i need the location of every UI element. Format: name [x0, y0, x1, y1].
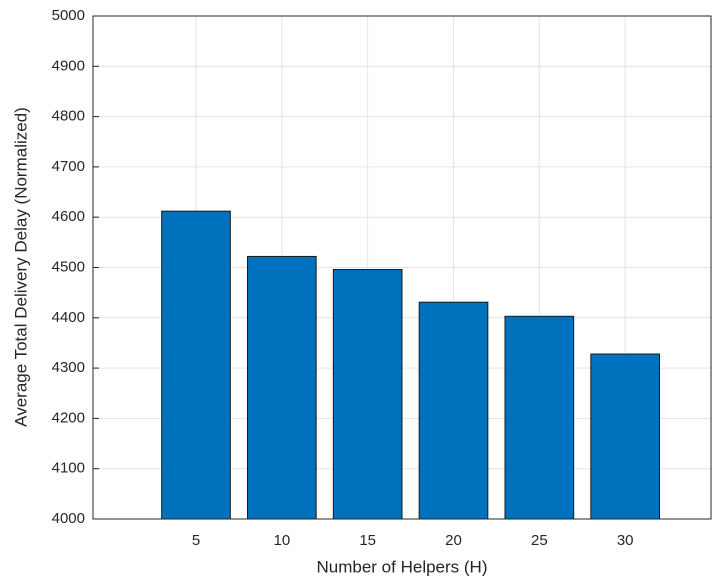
bar — [418, 301, 489, 520]
bar — [332, 269, 403, 520]
y-tick-label: 4100 — [52, 460, 85, 477]
x-tick-label: 15 — [359, 532, 376, 549]
x-tick-label: 25 — [531, 532, 548, 549]
y-tick-label: 4700 — [52, 158, 85, 175]
y-tick-label: 5000 — [52, 7, 85, 24]
bar — [504, 315, 575, 520]
x-tick-label: 5 — [192, 532, 200, 549]
bar — [247, 255, 317, 520]
bar — [590, 353, 660, 520]
x-tick-label: 10 — [273, 532, 290, 549]
y-tick-label: 4600 — [52, 208, 85, 225]
y-tick-label: 4500 — [52, 258, 85, 275]
y-tick-label: 4800 — [52, 108, 85, 125]
y-tick-label: 4200 — [52, 409, 85, 426]
y-tick-label: 4000 — [52, 510, 85, 527]
bar — [161, 210, 231, 520]
y-tick-label: 4300 — [52, 359, 85, 376]
x-tick-label: 20 — [445, 532, 462, 549]
x-axis-label: Number of Helpers (H) — [317, 557, 488, 576]
axes-box — [92, 15, 712, 520]
y-tick-label: 4900 — [52, 57, 85, 74]
x-tick-label: 30 — [617, 532, 634, 549]
y-axis-label: Average Total Delivery Delay (Normalized… — [11, 107, 30, 427]
y-tick-label: 4400 — [52, 309, 85, 326]
